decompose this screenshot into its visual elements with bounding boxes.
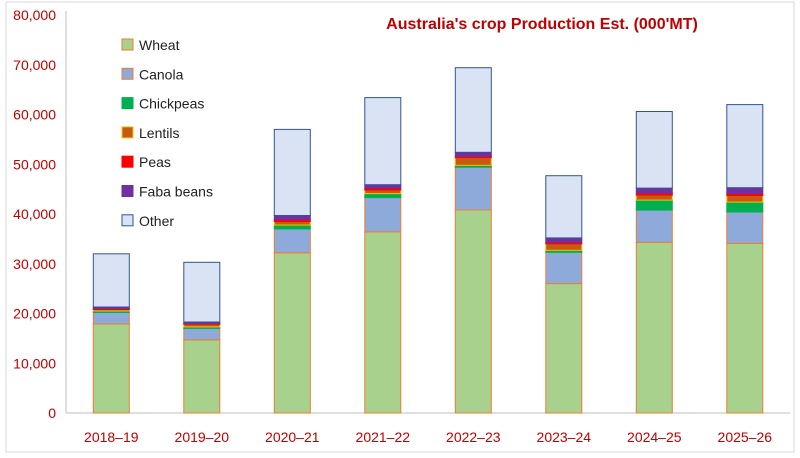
bar-stack-1 (92, 253, 130, 414)
bar-segment-chickpeas (635, 199, 673, 211)
legend-item-other: Other (121, 213, 174, 229)
legend-label: Chickpeas (139, 96, 204, 112)
bar-segment-wheat (454, 209, 492, 414)
legend-swatch (121, 185, 134, 197)
bar-segment-lentils (364, 189, 402, 195)
legend-swatch (121, 38, 134, 51)
bar-segment-canola (635, 209, 673, 243)
legend-label: Lentils (139, 125, 179, 141)
bar-segment-other (183, 261, 221, 323)
bar-segment-lentils (726, 195, 764, 203)
bar-segment-other (92, 253, 130, 308)
bar-segment-faba-beans (726, 187, 764, 195)
bar-segment-lentils (454, 157, 492, 166)
x-tick-label: 2020–21 (265, 429, 320, 445)
bar-stack-6 (545, 175, 583, 414)
bar-stack-7 (635, 111, 673, 414)
legend: Wheat Canola Chickpeas Lentils Peas Faba bean… (121, 37, 213, 229)
x-tick-label: 2021–22 (356, 429, 411, 445)
x-tick-label: 2024–25 (627, 429, 682, 445)
chart-title: Australia's crop Production Est. (000'MT… (386, 16, 698, 33)
y-tick-label: 10,000 (13, 355, 56, 371)
bar-segment-canola (545, 251, 583, 285)
y-tick-label: 50,000 (13, 156, 56, 172)
bar-segment-canola (454, 166, 492, 211)
bar-stack-4 (364, 97, 402, 414)
bar-segment-wheat (726, 242, 764, 414)
legend-item-canola: Canola (121, 66, 184, 82)
bar-segment-other (635, 111, 673, 189)
legend-swatch (121, 97, 134, 110)
legend-label: Canola (139, 66, 184, 82)
bar-segment-wheat (273, 252, 311, 414)
bars (92, 67, 764, 414)
bar-segment-wheat (183, 339, 221, 414)
legend-swatch (121, 214, 134, 227)
bar-segment-chickpeas (364, 193, 402, 199)
bar-segment-canola (92, 312, 130, 325)
bar-segment-wheat (364, 231, 402, 414)
y-tick-label: 80,000 (13, 7, 56, 23)
legend-swatch (121, 126, 134, 139)
bar-segment-wheat (545, 283, 583, 414)
y-tick-label: 60,000 (13, 107, 56, 123)
legend-label: Faba beans (139, 184, 213, 200)
bar-segment-faba-beans (454, 151, 492, 157)
y-tick-label: 40,000 (13, 206, 56, 222)
legend-item-peas: Peas (121, 154, 171, 170)
bar-stack-8 (726, 104, 764, 414)
bar-segment-wheat (635, 241, 673, 414)
legend-label: Other (139, 213, 174, 229)
bar-stack-5 (454, 67, 492, 414)
bar-segment-canola (726, 211, 764, 244)
legend-label: Wheat (139, 37, 180, 53)
legend-item-faba-beans: Faba beans (121, 184, 213, 200)
bar-segment-chickpeas (726, 201, 764, 213)
y-tick-label: 30,000 (13, 256, 56, 272)
y-tick-label: 20,000 (13, 306, 56, 322)
bar-stack-2 (183, 261, 221, 414)
bar-segment-faba-beans (273, 215, 311, 220)
bar-segment-canola (364, 197, 402, 233)
bar-segment-other (726, 104, 764, 189)
y-tick-label: 70,000 (13, 57, 56, 73)
legend-swatch (121, 67, 134, 80)
x-tick-label: 2019–20 (175, 429, 230, 445)
bar-segment-wheat (92, 323, 130, 414)
x-tick-label: 2022–23 (446, 429, 501, 445)
bar-segment-faba-beans (545, 237, 583, 243)
legend-item-chickpeas: Chickpeas (121, 96, 204, 112)
legend-swatch (121, 155, 134, 168)
bar-segment-lentils (273, 221, 311, 226)
bar-segment-lentils (545, 243, 583, 251)
bar-segment-faba-beans (635, 187, 673, 194)
legend-label: Peas (139, 154, 171, 170)
bar-segment-canola (273, 228, 311, 254)
bar-segment-other (273, 128, 311, 216)
x-tick-label: 2023–24 (537, 429, 592, 445)
bar-segment-other (545, 175, 583, 239)
bar-segment-canola (183, 327, 221, 341)
bar-segment-other (454, 67, 492, 153)
legend-item-wheat: Wheat (121, 37, 180, 53)
chart-border (5, 1, 795, 453)
x-tick-label: 2025–26 (718, 429, 773, 445)
legend-item-lentils: Lentils (121, 125, 179, 141)
x-tick-label: 2018–19 (84, 429, 139, 445)
bar-segment-other (364, 97, 402, 186)
bar-stack-3 (273, 128, 311, 414)
axes: 0 10,000 20,000 30,000 40,000 50,000 60,000 70,… (13, 7, 790, 445)
y-tick-label: 0 (48, 405, 56, 421)
bar-segment-lentils (635, 194, 673, 201)
